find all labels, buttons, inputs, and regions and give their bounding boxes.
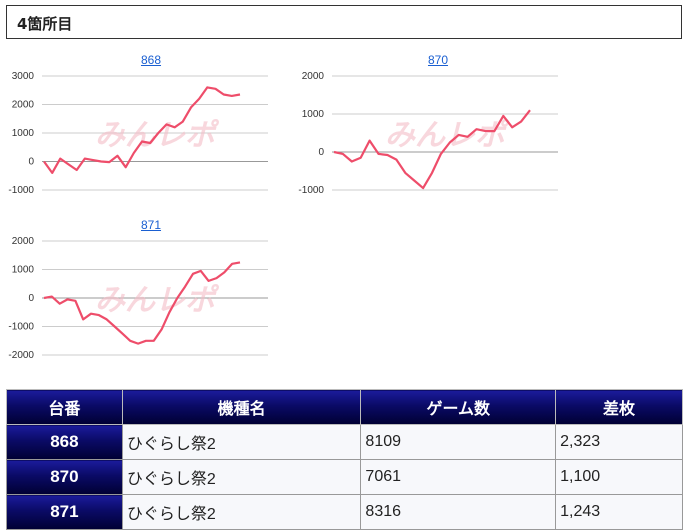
- y-tick-label: 0: [28, 157, 34, 168]
- series-line: [333, 109, 531, 190]
- series-line: [43, 261, 241, 345]
- diff-value: 1,100: [555, 459, 683, 495]
- table-row: 871 ひぐらし祭2 8316 1,243: [6, 494, 683, 530]
- header-diff: 差枚: [555, 389, 683, 425]
- y-tick-label: 2000: [302, 71, 325, 82]
- model-name: ひぐらし祭2: [121, 424, 362, 460]
- game-count: 8316: [360, 494, 557, 530]
- y-tick-label: 2000: [12, 236, 35, 247]
- y-tick-label: -1000: [8, 185, 34, 196]
- table-row: 870 ひぐらし祭2 7061 1,100: [6, 459, 683, 495]
- machine-table: 台番 機種名 ゲーム数 差枚 868 ひぐらし祭2 8109 2,323 870…: [6, 389, 683, 530]
- machine-no[interactable]: 868: [6, 424, 123, 460]
- y-tick-label: 1000: [12, 265, 35, 276]
- diff-value: 1,243: [555, 494, 683, 530]
- y-tick-label: 2000: [12, 100, 35, 111]
- chart-title-871[interactable]: 871: [140, 218, 162, 232]
- game-count: 8109: [360, 424, 557, 460]
- y-tick-label: -2000: [8, 350, 34, 361]
- chart-title-868[interactable]: 868: [140, 53, 162, 67]
- y-tick-label: 0: [28, 293, 34, 304]
- series-line: [43, 86, 241, 175]
- section-header: 4箇所目: [6, 5, 682, 39]
- game-count: 7061: [360, 459, 557, 495]
- y-tick-label: -1000: [298, 185, 324, 196]
- table-row: 868 ひぐらし祭2 8109 2,323: [6, 424, 683, 460]
- machine-no[interactable]: 870: [6, 459, 123, 495]
- section-title: 4箇所目: [17, 15, 73, 33]
- table-header-row: 台番 機種名 ゲーム数 差枚: [6, 389, 683, 425]
- y-tick-label: -1000: [8, 322, 34, 333]
- machine-no[interactable]: 871: [6, 494, 123, 530]
- y-tick-label: 3000: [12, 71, 35, 82]
- header-game-count: ゲーム数: [360, 389, 557, 425]
- header-machine-no: 台番: [6, 389, 123, 425]
- header-model-name: 機種名: [121, 389, 362, 425]
- y-tick-label: 0: [318, 147, 324, 158]
- model-name: ひぐらし祭2: [121, 494, 362, 530]
- chart-title-870[interactable]: 870: [427, 53, 449, 67]
- y-tick-label: 1000: [302, 109, 325, 120]
- watermark: みんレポ: [95, 284, 220, 317]
- y-tick-label: 1000: [12, 128, 35, 139]
- model-name: ひぐらし祭2: [121, 459, 362, 495]
- diff-value: 2,323: [555, 424, 683, 460]
- chart-871: 2000 1000 0 -1000 -2000 みんレポ: [8, 236, 268, 361]
